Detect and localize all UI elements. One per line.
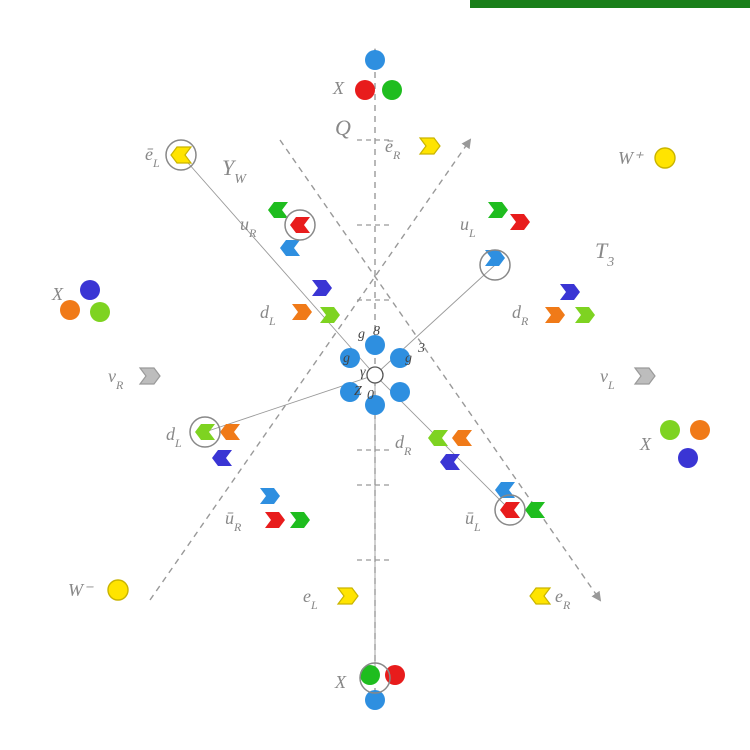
gluon-dot-2 [390,382,410,402]
particle-d-L-label: dL [166,424,182,450]
particle-Wminus [108,580,128,600]
header-bar [470,0,750,8]
center-label-n8: 8 [373,324,380,339]
center-label-g3: g [405,351,412,366]
axis-label-Q: Q [335,115,351,140]
center-label-Z: Z [354,384,362,399]
particle-d-R-label: dR [395,432,412,458]
particle-X-right-label: X [639,434,652,454]
center-label-n3: 3 [417,341,425,356]
weight-diagram: Q YW T3 X X X X W⁺ W⁻ ēL ēR eL eR νR νL uR uL ūR ūL dL dR dL d… [0,0,750,750]
center-label-g1: g [343,351,350,366]
guide-line-0 [181,155,375,375]
particle-dbar-L [292,280,340,323]
particle-nu-R [140,368,160,384]
axis-T3 [280,140,600,600]
particle-X-top [355,50,402,100]
center-ring [367,367,383,383]
particle-Wplus [655,148,675,168]
axis-Yw [150,140,470,600]
particle-d-L [195,424,240,466]
particle-ubar-L-label: ūL [465,508,481,534]
particle-Wplus-label: W⁺ [618,148,644,168]
particle-e-R-label: eR [555,586,571,612]
particle-X-left-label: X [51,284,64,304]
axis-label-T3: T3 [595,238,614,270]
particle-nu-L-label: νL [600,366,615,392]
particle-ebar-L-label: ēL [145,144,160,170]
particle-e-R [530,588,550,604]
particle-Wminus-label: W⁻ [68,580,94,600]
particle-e-L [338,588,358,604]
particle-ebar-R [420,138,440,154]
particle-X-bottom-label: X [334,672,347,692]
particle-ebar-R-label: ēR [385,136,401,162]
particle-ubar-R [260,488,310,528]
particle-ebar-L [171,147,191,163]
particle-dbar-R [545,284,595,323]
particle-e-L-label: eL [303,586,318,612]
center-label-gamma: γ [360,365,366,380]
particle-dbar-R-label: dR [512,302,529,328]
particle-dbar-L-label: dL [260,302,276,328]
particle-X-bottom [360,665,405,710]
particle-X-right [660,420,710,468]
particle-u-R-label: uR [240,214,257,240]
particle-nu-L [635,368,655,384]
center-label-g8: g [358,327,365,342]
axis-label-Yw: YW [222,155,247,187]
particle-X-top-label: X [332,78,345,98]
center-label-Z0: 0 [367,388,374,403]
particle-nu-R-label: νR [108,366,124,392]
particle-ubar-R-label: ūR [225,508,242,534]
particle-ubar-L [495,482,545,518]
particle-X-left [60,280,110,322]
particle-u-L-label: uL [460,214,476,240]
